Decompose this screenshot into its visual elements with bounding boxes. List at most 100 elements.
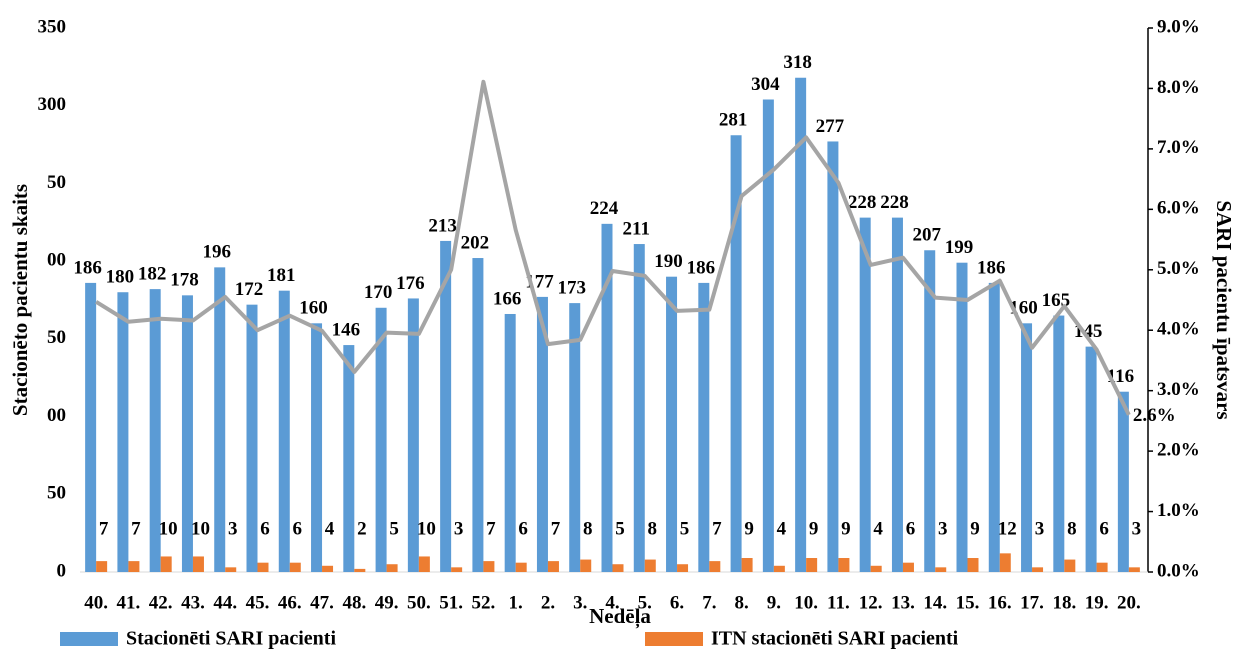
bar-value-label: 224: [590, 198, 619, 219]
bar: [322, 565, 334, 572]
bar-value-label: 3: [938, 518, 948, 539]
bar: [149, 289, 161, 572]
bar-value-label: 160: [299, 298, 328, 319]
x-tick-label: 15.: [956, 592, 980, 613]
bar: [601, 223, 613, 572]
bar: [160, 556, 172, 572]
x-axis-title: Nedēļa: [589, 604, 651, 629]
bar: [504, 313, 516, 572]
bar: [644, 559, 656, 572]
bar: [536, 296, 548, 572]
x-tick-label: 18.: [1052, 592, 1076, 613]
bar: [278, 290, 290, 572]
bar-value-label: 5: [389, 518, 399, 539]
bar-value-label: 7: [486, 518, 496, 539]
y2-tick-label: 1.0%: [1157, 500, 1200, 521]
bar: [483, 561, 495, 572]
bar: [225, 567, 237, 572]
y2-tick-label: 0.0%: [1157, 560, 1200, 581]
bar-value-label: 170: [364, 282, 393, 303]
legend-label: ITN stacionēti SARI pacienti: [711, 628, 959, 650]
bar: [354, 568, 366, 572]
bar: [741, 558, 753, 572]
bar-value-label: 228: [848, 192, 877, 213]
x-tick-label: 52.: [472, 592, 496, 613]
bar-value-label: 166: [493, 288, 522, 309]
y-tick-label: 50: [47, 172, 66, 193]
bar: [773, 565, 785, 572]
x-tick-label: 19.: [1085, 592, 1109, 613]
x-tick-label: 13.: [891, 592, 915, 613]
bar: [386, 564, 398, 572]
bar-value-label: 181: [267, 265, 296, 286]
bar: [375, 307, 387, 572]
bar: [677, 564, 689, 572]
bar: [246, 304, 258, 572]
bar: [956, 262, 968, 572]
x-tick-label: 6.: [670, 592, 684, 613]
bar-value-label: 6: [906, 518, 916, 539]
bar-value-label: 207: [912, 225, 941, 246]
y-axis-title: Stacionēto pacientu skaits: [8, 184, 32, 416]
bar: [612, 564, 624, 572]
x-tick-label: 9.: [767, 592, 781, 613]
bar: [192, 556, 204, 572]
bar-value-label: 5: [615, 518, 625, 539]
x-tick-label: 14.: [923, 592, 947, 613]
bar-value-label: 277: [816, 116, 845, 137]
bar: [1096, 562, 1108, 572]
y2-tick-label: 5.0%: [1157, 258, 1200, 279]
bar: [1021, 323, 1033, 572]
bar: [666, 276, 678, 572]
x-tick-label: 49.: [375, 592, 399, 613]
bar-value-label: 202: [461, 232, 490, 253]
bar: [569, 303, 581, 572]
bar: [128, 561, 140, 572]
bar-value-label: 7: [712, 518, 722, 539]
bar: [859, 217, 871, 572]
x-tick-label: 4.: [605, 592, 619, 613]
bar-value-label: 8: [583, 518, 593, 539]
bar: [1117, 391, 1129, 572]
bar: [407, 298, 419, 572]
bar-value-label: 9: [809, 518, 819, 539]
y2-tick-label: 2.0%: [1157, 439, 1200, 460]
y-tick-label: 350: [38, 16, 67, 37]
bar: [924, 250, 936, 572]
bar-value-label: 3: [454, 518, 464, 539]
x-tick-label: 47.: [310, 592, 334, 613]
y-tick-label: 0: [57, 560, 67, 581]
bar-value-label: 304: [751, 74, 780, 95]
bar-value-label: 186: [73, 257, 102, 278]
bar: [472, 258, 484, 572]
bar: [988, 282, 1000, 572]
bar: [418, 556, 430, 572]
x-tick-label: 48.: [342, 592, 366, 613]
bar-value-label: 10: [417, 518, 436, 539]
bar-value-label: 3: [1035, 518, 1045, 539]
bar: [214, 267, 226, 572]
x-tick-label: 20.: [1117, 592, 1141, 613]
bar-value-label: 186: [687, 257, 716, 278]
x-tick-label: 16.: [988, 592, 1012, 613]
x-tick-label: 43.: [181, 592, 205, 613]
bar-value-label: 190: [654, 251, 683, 272]
bar-value-label: 7: [131, 518, 141, 539]
legend-swatch: [60, 632, 118, 646]
bar: [806, 558, 818, 572]
x-tick-label: 51.: [439, 592, 463, 613]
y2-axis-title: SARI pacientu īpatsvars: [1212, 200, 1236, 419]
x-tick-label: 41.: [117, 592, 141, 613]
bar-value-label: 178: [170, 270, 199, 291]
bar: [730, 135, 742, 572]
y-tick-label: 50: [47, 483, 66, 504]
bar-value-label: 6: [1099, 518, 1109, 539]
x-tick-label: 42.: [149, 592, 173, 613]
bar-value-label: 318: [783, 52, 812, 73]
bar: [311, 323, 323, 572]
bar-value-label: 10: [191, 518, 210, 539]
bar-value-label: 12: [998, 518, 1017, 539]
y2-tick-label: 3.0%: [1157, 379, 1200, 400]
bar-value-label: 6: [260, 518, 270, 539]
x-tick-label: 46.: [278, 592, 302, 613]
